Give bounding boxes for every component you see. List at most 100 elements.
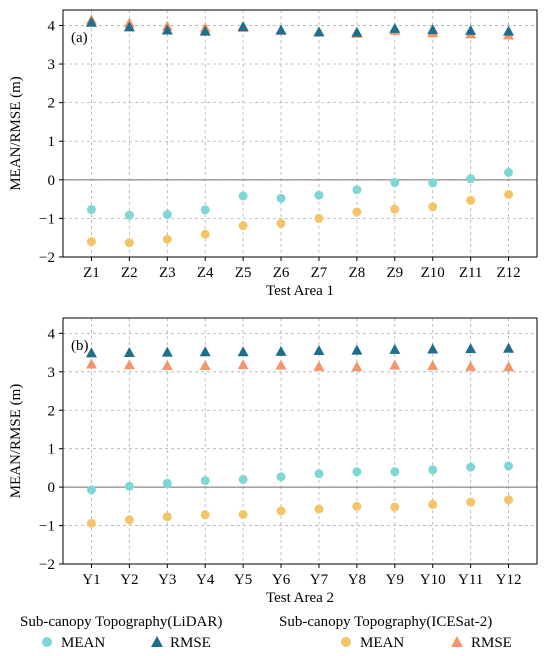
panel-a-icesat2-mean-point: [504, 189, 514, 199]
panel-b-lidar-rmse-point: [465, 343, 477, 354]
panel-b-icesat2-rmse-point: [351, 361, 363, 372]
panel-b-icesat2-rmse-point: [503, 361, 515, 372]
panel-b-icesat2-rmse-point: [465, 360, 477, 371]
panel-b-icesat2-mean-point: [238, 509, 248, 519]
panel-b-xtick-label: Y9: [386, 572, 404, 588]
panel-a-lidar-mean-point: [276, 193, 286, 203]
panel-b-lidar-rmse-point: [161, 346, 173, 357]
panel-a-xtick-label: Z11: [459, 265, 483, 281]
panel-a-xtick-label: Z12: [496, 265, 520, 281]
panel-a-lidar-rmse-point: [389, 22, 401, 33]
panel-b-lidar-mean-point: [162, 478, 172, 488]
legend-marker-lidar-rmse: [151, 636, 163, 647]
panel-b-lidar-mean-point: [504, 461, 514, 471]
panel-a-lidar-mean-point: [428, 178, 438, 188]
legend-label-icesat2-mean: MEAN: [360, 635, 404, 651]
panel-a-icesat2-mean-point: [428, 202, 438, 212]
panel-a-icesat2-mean-point: [466, 195, 476, 205]
panel-a-ytick-label: 0: [48, 173, 56, 189]
panel-b-xtick-label: Y8: [348, 572, 366, 588]
panel-a-icesat2-mean-point: [200, 229, 210, 239]
panel-b-lidar-rmse-point: [313, 345, 325, 356]
panel-a-xtick-label: Z10: [421, 265, 445, 281]
panel-b-lidar-mean-point: [314, 469, 324, 479]
panel-a-xtick-label: Z8: [349, 265, 366, 281]
panel-a-icesat2-mean-point: [314, 213, 324, 223]
panel-b-icesat2-mean-point: [200, 510, 210, 520]
panel-b-icesat2-mean-point: [390, 502, 400, 512]
panel-b-icesat2-mean-point: [86, 518, 96, 528]
panel-a-lidar-rmse-point: [237, 20, 249, 31]
panel-a-ytick-label: 2: [48, 96, 56, 112]
panel-a-label: (a): [71, 30, 88, 46]
panel-b-icesat2-rmse-point: [237, 359, 249, 370]
panel-a-lidar-mean-point: [390, 178, 400, 188]
panel-b: −2 −1 0 1 2 3 4 Y1 Y2 Y3 Y4 Y5 Y6 Y7 Y8 Y9 Y10 Y11 Y12 Test…: [8, 317, 538, 606]
panel-a-lidar-rmse-point: [275, 24, 287, 35]
panel-b-icesat2-rmse-point: [161, 360, 173, 371]
panel-a-lidar-mean-point: [162, 210, 172, 220]
panel-b-lidar-rmse-point: [199, 346, 211, 357]
panel-b-lidar-rmse-point: [503, 342, 515, 353]
panel-a-ytick-label: 4: [48, 18, 56, 34]
panel-b-ytick-label: 0: [48, 480, 56, 496]
panel-b-xtick-label: Y6: [272, 572, 291, 588]
panel-a-xtick-label: Z9: [386, 265, 403, 281]
panel-a-icesat2-mean-point: [238, 221, 248, 231]
panel-b-y-axis-label: MEAN/RMSE (m): [8, 384, 24, 499]
panel-b-xtick-label: Y12: [496, 572, 522, 588]
panel-b-lidar-mean-point: [86, 485, 96, 495]
legend-label-icesat2-rmse: RMSE: [471, 635, 512, 651]
panel-a-lidar-rmse-point: [351, 26, 363, 37]
panel-a-lidar-rmse-point: [313, 26, 325, 37]
legend-title-lidar: Sub-canopy Topography(LiDAR): [20, 614, 222, 630]
panel-a-icesat2-mean-point: [86, 237, 96, 247]
panel-b-xtick-label: Y10: [420, 572, 446, 588]
panel-b-lidar-rmse-point: [237, 346, 249, 357]
panel-b-icesat2-mean-point: [162, 512, 172, 522]
panel-b-xtick-label: Y4: [196, 572, 215, 588]
panel-b-xtick-label: Y5: [234, 572, 252, 588]
panel-b-icesat2-mean-point: [466, 497, 476, 507]
panel-b-lidar-rmse-point: [427, 343, 439, 354]
panel-a-ytick-label: 3: [48, 57, 56, 73]
panel-a-ytick-label: −2: [39, 250, 55, 266]
legend-label-lidar-rmse: RMSE: [170, 635, 211, 651]
panel-b-xtick-label: Y11: [458, 572, 483, 588]
panel-b-icesat2-mean-point: [428, 499, 438, 509]
panel-a-icesat2-mean-point: [352, 207, 362, 217]
panel-a-lidar-rmse-point: [427, 24, 439, 35]
panel-a-lidar-mean-point: [352, 185, 362, 195]
panel-a-lidar-rmse-point: [199, 25, 211, 36]
panel-a-xtick-label: Z7: [311, 265, 328, 281]
panel-a-lidar-mean-point: [466, 174, 476, 184]
panel-a-lidar-rmse-point: [465, 24, 477, 35]
panel-b-xtick-label: Y7: [310, 572, 329, 588]
legend-marker-icesat2-mean: [341, 637, 351, 647]
panel-b-ytick-label: −1: [39, 519, 55, 535]
panel-a-lidar-mean-point: [238, 191, 248, 201]
panel-b-lidar-rmse-point: [351, 344, 363, 355]
panel-b-lidar-mean-point: [124, 481, 134, 491]
panel-b-lidar-mean-point: [428, 465, 438, 475]
legend-marker-icesat2-rmse: [451, 636, 463, 647]
panel-a-xtick-label: Z6: [273, 265, 290, 281]
panel-b-icesat2-mean-point: [314, 504, 324, 514]
panel-b-icesat2-rmse-point: [313, 360, 325, 371]
panel-b-lidar-rmse-point: [123, 346, 135, 357]
panel-b-frame: [62, 317, 538, 565]
panel-a: −2 −1 0 1 2 3 4 Z1 Z2 Z3 Z4 Z5 Z6 Z7 Z8 Z9 Z10 Z11 Z12 Test…: [8, 9, 538, 299]
panel-b-icesat2-rmse-point: [199, 360, 211, 371]
panel-a-lidar-mean-point: [200, 205, 210, 215]
legend-title-icesat2: Sub-canopy Topography(ICESat-2): [279, 614, 492, 630]
panel-a-xtick-label: Z1: [83, 265, 100, 281]
panel-b-ytick-label: 4: [48, 326, 56, 342]
panel-b-xtick-label: Y1: [82, 572, 100, 588]
panel-b-ytick-label: 1: [48, 442, 56, 458]
panel-b-icesat2-rmse-point: [427, 360, 439, 371]
panel-a-lidar-mean-point: [86, 205, 96, 215]
panel-a-xtick-label: Z2: [121, 265, 138, 281]
panel-b-icesat2-mean-point: [276, 506, 286, 516]
panel-b-icesat2-rmse-point: [123, 359, 135, 370]
